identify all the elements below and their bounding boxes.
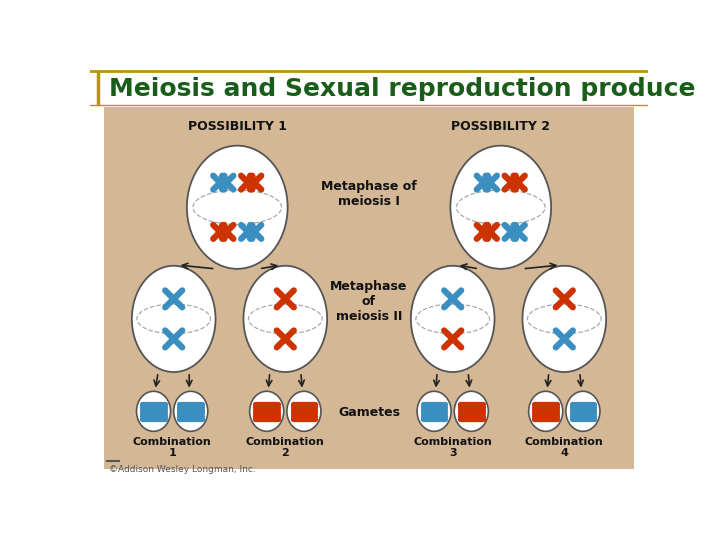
Ellipse shape <box>528 392 563 431</box>
Ellipse shape <box>411 266 495 372</box>
Text: Metaphase
of
meiosis II: Metaphase of meiosis II <box>330 280 408 323</box>
Ellipse shape <box>566 392 600 431</box>
Ellipse shape <box>454 392 488 431</box>
Bar <box>104 107 634 469</box>
Text: Meiosis and Sexual reproduction produce: Meiosis and Sexual reproduction produce <box>109 77 695 100</box>
Ellipse shape <box>523 266 606 372</box>
Ellipse shape <box>287 392 321 431</box>
Ellipse shape <box>451 146 551 269</box>
Ellipse shape <box>187 146 287 269</box>
Text: POSSIBILITY 1: POSSIBILITY 1 <box>188 120 287 133</box>
Text: Combination
3: Combination 3 <box>413 437 492 458</box>
Ellipse shape <box>417 392 451 431</box>
Text: ©Addison Wesley Longman, Inc.: ©Addison Wesley Longman, Inc. <box>109 465 256 474</box>
Text: POSSIBILITY 2: POSSIBILITY 2 <box>451 120 550 133</box>
Ellipse shape <box>250 392 284 431</box>
Ellipse shape <box>174 392 208 431</box>
Text: Combination
2: Combination 2 <box>246 437 325 458</box>
Ellipse shape <box>243 266 327 372</box>
Text: Gametes: Gametes <box>338 406 400 420</box>
Text: Combination
1: Combination 1 <box>132 437 212 458</box>
Text: Metaphase of
meiosis I: Metaphase of meiosis I <box>321 180 417 208</box>
Ellipse shape <box>137 392 171 431</box>
Text: Combination
4: Combination 4 <box>525 437 603 458</box>
Ellipse shape <box>132 266 215 372</box>
